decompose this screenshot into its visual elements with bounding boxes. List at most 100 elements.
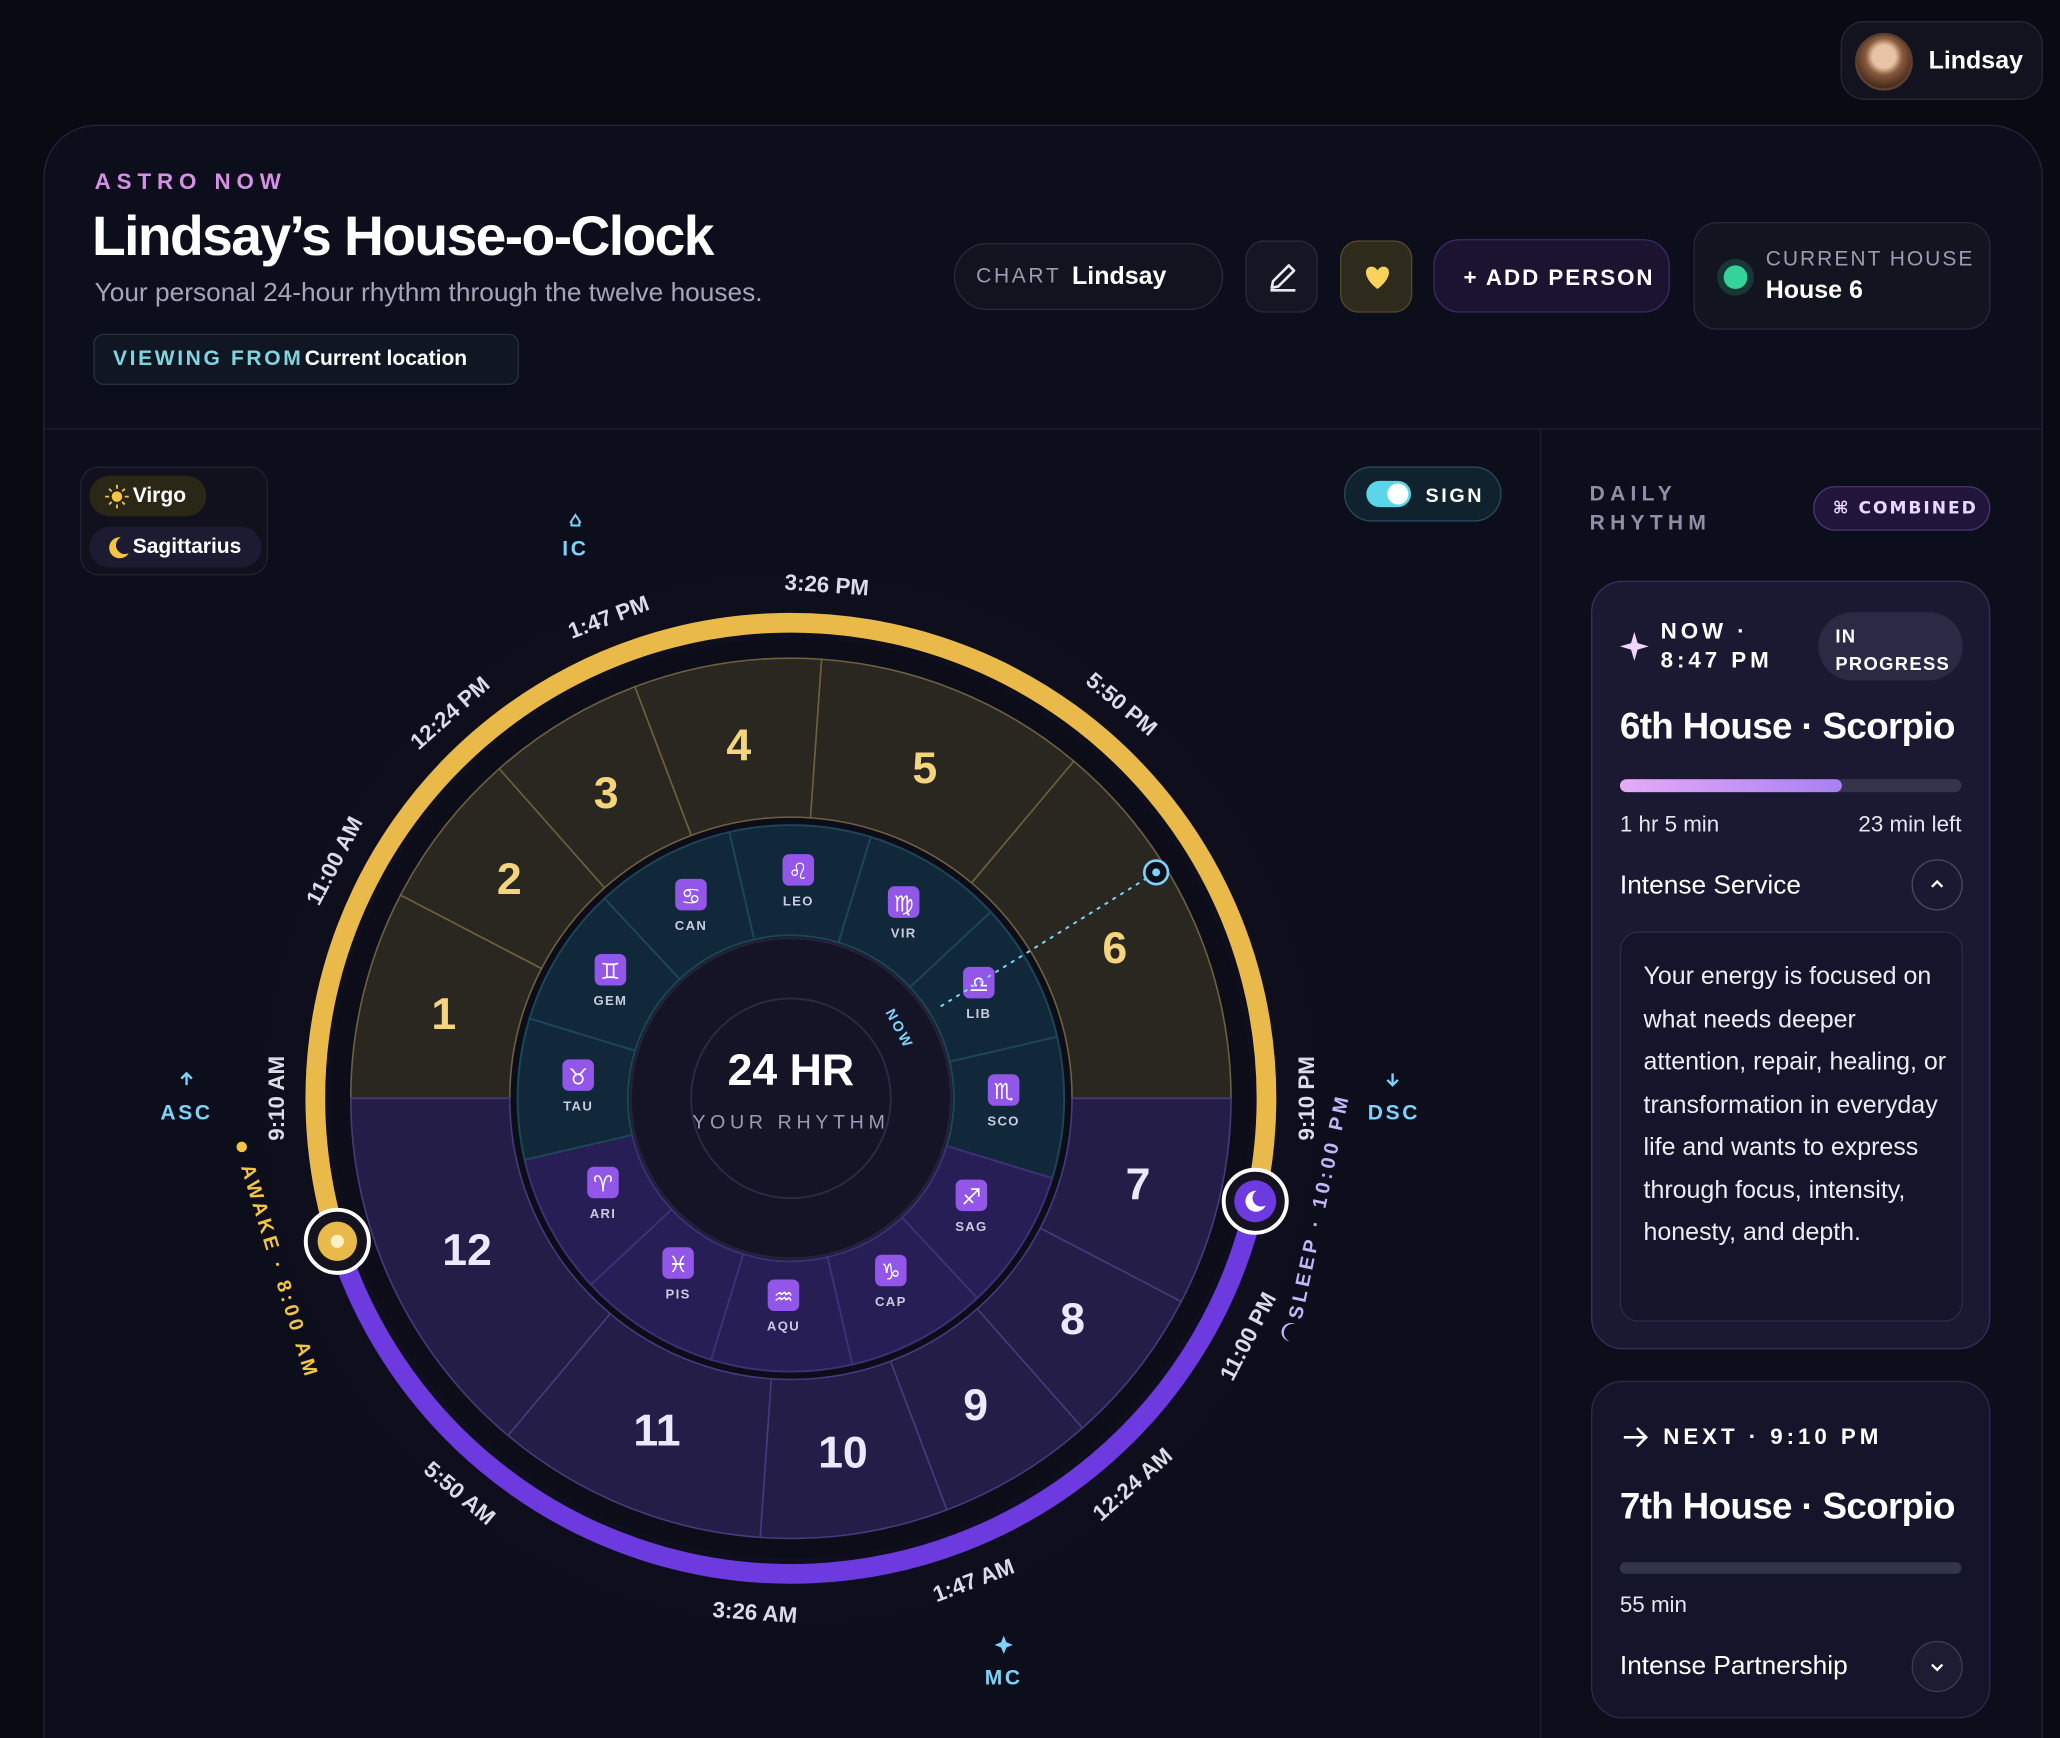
- sign-toggle[interactable]: SIGN: [1343, 466, 1502, 522]
- mc-label: MC: [985, 1666, 1023, 1689]
- sun-sign-pill: Virgo: [89, 475, 207, 517]
- sign-glyph: ♒: [773, 1284, 793, 1310]
- pencil-icon: [1270, 264, 1296, 292]
- sign-abbr: CAP: [875, 1294, 907, 1309]
- current-house-label: CURRENT HOUSE: [1765, 248, 1975, 271]
- house-number: 2: [497, 855, 522, 904]
- current-house-card: CURRENT HOUSE House 6: [1693, 222, 1991, 330]
- progress-track: [1619, 1562, 1962, 1574]
- next-title: 7th House · Scorpio: [1619, 1485, 1956, 1527]
- center-title: 24 HR: [728, 1046, 855, 1095]
- toggle-knob: [1387, 483, 1409, 505]
- sign-badge: [675, 878, 707, 911]
- chart-selector[interactable]: CHART Lindsay: [953, 243, 1224, 311]
- sign-glyph: ♎: [969, 972, 989, 998]
- current-house-value: House 6: [1765, 277, 1863, 305]
- now-label: NOW · 8:47 PM: [1660, 618, 1773, 673]
- duration: 55 min: [1619, 1592, 1687, 1618]
- viewing-from[interactable]: VIEWING FROM Current location: [93, 333, 519, 385]
- sign-badge: [963, 966, 995, 999]
- house-start-time: 3:26 AM: [712, 1597, 798, 1628]
- center-disc: [629, 936, 953, 1260]
- now-card: NOW · 8:47 PM IN PROGRESS 6th House · Sc…: [1590, 580, 1991, 1350]
- sleep-marker-core: [1234, 1180, 1277, 1223]
- sign-glyph: ♌: [788, 859, 808, 885]
- chart-value: Lindsay: [1072, 262, 1167, 291]
- sign-glyph: ♈: [593, 1172, 613, 1198]
- night-arc: [327, 1199, 1265, 1584]
- sign-abbr: AQU: [767, 1319, 800, 1334]
- now-pointer: [940, 878, 1147, 1008]
- subtitle: Your personal 24-hour rhythm through the…: [94, 278, 763, 308]
- sign-glyph: ♍: [894, 891, 914, 917]
- house-start-time: 9:10 PM: [1294, 1056, 1319, 1140]
- sign-abbr: SCO: [987, 1113, 1019, 1128]
- add-person-button[interactable]: + ADD PERSON: [1433, 239, 1670, 313]
- chart-label: CHART: [976, 265, 1062, 288]
- sign-glyph: ♏: [994, 1079, 1014, 1105]
- now-theme: Intense Service: [1619, 871, 1802, 900]
- divider: [1539, 429, 1542, 1738]
- house-number: 12: [442, 1226, 492, 1275]
- sidebar-title: DAILY RHYTHM: [1589, 483, 1712, 535]
- status-dot: [1723, 265, 1748, 290]
- house-number: 11: [633, 1406, 680, 1455]
- time-label-group: 9:10 PM: [1294, 1056, 1319, 1140]
- house-number: 3: [594, 769, 619, 818]
- viewing-value: Current location: [304, 348, 468, 371]
- add-person-label: + ADD PERSON: [1463, 265, 1655, 291]
- sign-badge: [987, 1074, 1020, 1106]
- sign-glyph: ♑: [881, 1260, 901, 1286]
- center-subtitle: YOUR RHYTHM: [692, 1112, 889, 1134]
- sign-abbr: ARI: [590, 1206, 617, 1221]
- sign-badge: [662, 1247, 694, 1279]
- divider: [43, 428, 2043, 430]
- next-label: NEXT · 9:10 PM: [1663, 1424, 1883, 1450]
- sparkle-icon: [1619, 631, 1649, 661]
- ic-label: IC: [562, 538, 588, 561]
- sign-abbr: LEO: [783, 893, 814, 908]
- mc-icon: [994, 1635, 1013, 1655]
- awake-marker-sun: [330, 1234, 344, 1248]
- house-start-time: 3:26 PM: [784, 570, 870, 601]
- house-number: 10: [818, 1429, 868, 1478]
- heart-icon: [1366, 266, 1389, 290]
- time-label-group: 3:26 AM: [712, 1597, 798, 1628]
- expand-button[interactable]: [1911, 1640, 1963, 1693]
- house-number: 1: [431, 990, 456, 1039]
- moon-sign-pill: Sagittarius: [89, 526, 262, 568]
- status-pill: IN PROGRESS: [1818, 612, 1963, 681]
- remaining: 23 min left: [1858, 811, 1962, 837]
- collapse-button[interactable]: [1911, 859, 1963, 911]
- sign-badge: [887, 886, 920, 918]
- edit-button[interactable]: [1245, 240, 1318, 313]
- eyebrow: ASTRO NOW: [94, 169, 287, 195]
- arrow-icon: [1623, 1427, 1649, 1448]
- sign-glyph: ♓: [668, 1252, 688, 1278]
- asc-icon: [180, 1071, 193, 1086]
- house-number: 7: [1126, 1160, 1151, 1209]
- sign-abbr: LIB: [966, 1006, 991, 1021]
- progress-track: [1619, 779, 1962, 793]
- description: Your energy is focused on what needs dee…: [1643, 963, 1947, 1247]
- sign-glyph: ♋: [681, 884, 701, 910]
- time-label-group: 3:26 PM: [784, 570, 870, 601]
- ic-icon: [569, 513, 582, 527]
- sign-badge: [875, 1254, 907, 1287]
- sign-glyph: ♊: [600, 959, 620, 985]
- user-menu[interactable]: Lindsay: [1840, 21, 2043, 100]
- mode-pill[interactable]: ⌘ COMBINED: [1813, 486, 1991, 531]
- sun-icon: [105, 484, 129, 509]
- sign-abbr: SAG: [955, 1219, 987, 1234]
- house-number: 8: [1060, 1295, 1085, 1344]
- house-start-time: 9:10 AM: [264, 1056, 289, 1141]
- sign-badge: [587, 1166, 619, 1199]
- favorite-button[interactable]: [1340, 240, 1413, 313]
- sleep-marker-moon: [1245, 1190, 1266, 1212]
- center-inner: [690, 997, 892, 1200]
- house-sector: [349, 1097, 612, 1437]
- house-number: 4: [726, 722, 751, 771]
